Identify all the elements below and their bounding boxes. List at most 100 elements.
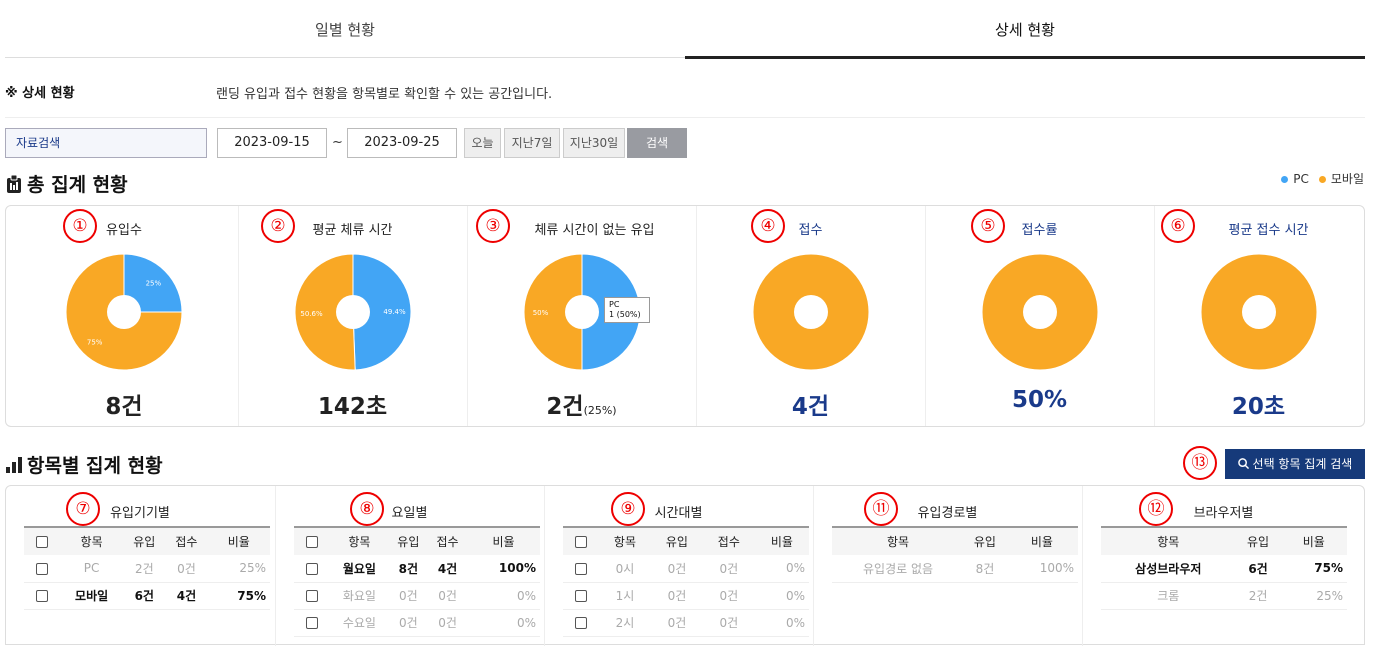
table-row: 수요일 0건 0건 0% xyxy=(294,609,540,637)
weekday-table-block: ⑧ 요일별 항목 유입 접수 비율 월요일 8건 4건 100% 화요일 0건 0건 0% 수요일… xyxy=(275,486,543,646)
table-title: 유입기기별 xyxy=(110,506,170,521)
search-button[interactable]: 검색 xyxy=(627,128,687,158)
device-table-block: ⑦ 유입기기별 항목 유입 접수 비율 PC 2건 0건 25% 모바일 6건 4건 75% xyxy=(6,486,274,646)
date-to-field[interactable]: 2023-09-25 xyxy=(347,128,457,158)
card-title: 접수 xyxy=(798,223,823,238)
date-separator: ~ xyxy=(332,135,343,150)
table-row: 유입경로 없음 8건 100% xyxy=(832,555,1078,583)
slice-label: 50.6% xyxy=(300,310,323,318)
number-badge: ⑬ xyxy=(1183,446,1217,480)
pie-slice-mobile[interactable] xyxy=(523,253,582,371)
row-checkbox[interactable] xyxy=(36,590,48,602)
detail-section-title: 항목별 집계 현황 xyxy=(6,451,163,478)
row-checkbox[interactable] xyxy=(575,590,587,602)
legend-item-pc: PC xyxy=(1281,172,1309,186)
search-icon xyxy=(1237,458,1249,470)
card-title: 유입수 xyxy=(106,223,142,238)
row-checkbox[interactable] xyxy=(575,562,587,575)
number-badge: ⑧ xyxy=(350,492,384,526)
donut-hole xyxy=(564,295,599,329)
tab-detail[interactable]: 상세 현황 xyxy=(685,0,1365,59)
row-checkbox[interactable] xyxy=(306,590,318,602)
pie-chart xyxy=(1200,253,1317,371)
card-title: 체류 시간이 없는 유입 xyxy=(534,223,655,238)
table-row: 1시 0건 0건 0% xyxy=(563,582,809,610)
row-checkbox[interactable] xyxy=(306,617,318,629)
slice-label: 25% xyxy=(146,280,162,288)
table-title: 브라우저별 xyxy=(1193,506,1254,521)
card-value: 50% xyxy=(1011,387,1068,413)
referrer-table: 항목 유입 비율 유입경로 없음 8건 100% xyxy=(832,526,1078,583)
pie-slice-mobile[interactable] xyxy=(294,253,356,371)
row-checkbox[interactable] xyxy=(575,617,587,629)
donut-hole xyxy=(1022,295,1057,329)
pie-chart xyxy=(752,253,869,371)
description-text: 랜딩 유입과 접수 현황을 항목별로 확인할 수 있는 공간입니다. xyxy=(216,87,553,102)
pie-chart: 25% 75% xyxy=(65,253,183,371)
description-title: ※ 상세 현황 xyxy=(5,86,75,101)
clipboard-icon xyxy=(7,174,21,193)
table-title: 유입경로별 xyxy=(917,506,978,521)
card-value: 20초 xyxy=(1231,394,1286,420)
table-row: 2시 0건 0건 0% xyxy=(563,609,809,637)
row-checkbox[interactable] xyxy=(306,562,318,575)
table-row: 0시 0건 0건 0% xyxy=(563,555,809,583)
select-all-checkbox[interactable] xyxy=(36,536,48,548)
summary-section-label: 총 집계 현황 xyxy=(27,174,128,196)
donut-hole xyxy=(1241,295,1276,329)
pie-slice-pc[interactable] xyxy=(123,253,183,313)
summary-card: ① 유입수 25% 75% 8건 xyxy=(10,206,238,426)
hourly-table: 항목 유입 접수 비율 0시 0건 0건 0% 1시 0건 0건 0% 2시 0건 0건 0% xyxy=(563,526,809,637)
number-badge: ② xyxy=(261,209,295,243)
table-title: 요일별 xyxy=(391,506,428,521)
number-badge: ⑨ xyxy=(611,492,645,526)
pie-chart xyxy=(981,253,1098,371)
date-from-field[interactable]: 2023-09-15 xyxy=(217,128,327,158)
summary-card: ⑤ 접수률 50% xyxy=(925,206,1153,426)
chart-tooltip: PC 1 (50%) xyxy=(604,297,650,323)
slice-label: 50% xyxy=(532,309,548,317)
slice-label: 75% xyxy=(87,338,103,346)
pie-slice-mobile[interactable] xyxy=(65,253,183,371)
card-title: 접수률 xyxy=(1021,223,1058,238)
pie-slice-pc[interactable] xyxy=(352,253,411,371)
summary-panel: ① 유입수 25% 75% 8건 ② 평균 체류 시간 49.4% 50.6% 14… xyxy=(5,205,1365,427)
number-badge: ① xyxy=(63,209,97,243)
donut-hole xyxy=(793,295,828,329)
table-row: 모바일 6건 4건 75% xyxy=(24,582,270,610)
slice-label: 49.4% xyxy=(383,308,406,316)
number-badge: ⑥ xyxy=(1161,209,1195,243)
table-title: 시간대별 xyxy=(654,506,703,521)
tab-daily[interactable]: 일별 현황 xyxy=(315,20,375,39)
summary-card: ② 평균 체류 시간 49.4% 50.6% 142초 xyxy=(238,206,466,426)
number-badge: ⑪ xyxy=(864,492,898,526)
last-7-days-button[interactable]: 지난7일 xyxy=(504,128,560,158)
chart-legend: PC 모바일 xyxy=(1281,170,1364,187)
weekday-table: 항목 유입 접수 비율 월요일 8건 4건 100% 화요일 0건 0건 0% 수요일 0건 0건 0% xyxy=(294,526,540,637)
device-table: 항목 유입 접수 비율 PC 2건 0건 25% 모바일 6건 4건 75% xyxy=(24,526,270,610)
detail-panel: ⑦ 유입기기별 항목 유입 접수 비율 PC 2건 0건 25% 모바일 6건 4건 75% ⑧ … xyxy=(5,485,1365,646)
table-row: 화요일 0건 0건 0% xyxy=(294,582,540,610)
today-button[interactable]: 오늘 xyxy=(464,128,501,158)
select-all-checkbox[interactable] xyxy=(306,536,318,548)
last-30-days-button[interactable]: 지난30일 xyxy=(563,128,625,158)
number-badge: ⑤ xyxy=(971,209,1005,243)
table-row: 월요일 8건 4건 100% xyxy=(294,555,540,583)
card-value: 8건 xyxy=(105,394,143,420)
card-value: 4건 xyxy=(791,394,830,420)
card-title: 평균 접수 시간 xyxy=(1228,223,1309,238)
search-input[interactable]: 자료검색 xyxy=(5,128,207,158)
number-badge: ⑫ xyxy=(1139,492,1173,526)
summary-section-title: 총 집계 현황 xyxy=(6,170,128,197)
detail-section-label: 항목별 집계 현황 xyxy=(27,455,163,477)
referrer-table-block: ⑪ 유입경로별 항목 유입 비율 유입경로 없음 8건 100% xyxy=(813,486,1081,646)
row-checkbox[interactable] xyxy=(36,562,48,575)
card-title: 평균 체류 시간 xyxy=(312,223,393,238)
aggregate-search-button[interactable]: 선택 항목 집계 검색 xyxy=(1225,449,1365,479)
select-all-checkbox[interactable] xyxy=(575,536,587,548)
summary-card: ④ 접수 4건 xyxy=(696,206,924,426)
hourly-table-block: ⑨ 시간대별 항목 유입 접수 비율 0시 0건 0건 0% 1시 0건 0건 0% 2시 0건 0건… xyxy=(544,486,812,646)
tab-bar: 일별 현황 상세 현황 xyxy=(5,0,1365,59)
number-badge: ⑦ xyxy=(66,492,100,526)
summary-card: ③ 체류 시간이 없는 유입 50% PC 1 (50%) 2건(25%) xyxy=(467,206,695,426)
